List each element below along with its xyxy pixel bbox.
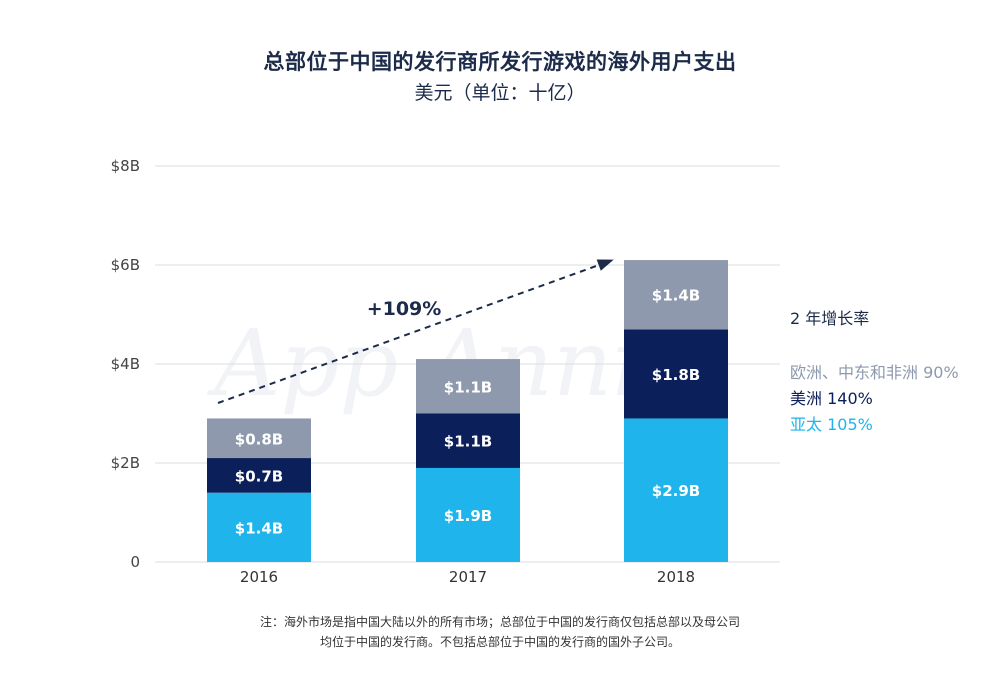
y-tick-label: $2B bbox=[111, 454, 140, 472]
legend-pct-americas: 140% bbox=[827, 389, 873, 408]
bar-segment bbox=[624, 260, 728, 330]
data-label: $0.8B bbox=[235, 430, 283, 448]
legend-label-americas: 美洲 bbox=[790, 389, 823, 408]
bar-segment bbox=[207, 418, 311, 459]
data-label: $1.8B bbox=[652, 366, 700, 384]
bar-segment bbox=[416, 413, 520, 468]
data-label: $1.1B bbox=[444, 378, 492, 396]
legend-pct-emea: 90% bbox=[923, 363, 959, 382]
bar-segment bbox=[416, 467, 520, 562]
data-label: $1.4B bbox=[652, 287, 700, 305]
x-tick-label: 2018 bbox=[657, 568, 695, 586]
growth-arrow-head bbox=[596, 259, 614, 271]
x-tick-label: 2017 bbox=[449, 568, 487, 586]
chart-subtitle: 美元（单位：十亿） bbox=[414, 82, 586, 104]
legend-label-apac: 亚太 bbox=[790, 415, 823, 434]
data-label: $2.9B bbox=[652, 482, 700, 500]
y-tick-label: 0 bbox=[130, 553, 140, 571]
legend-heading: 2 年增长率 bbox=[790, 309, 870, 328]
data-label: $0.7B bbox=[235, 467, 283, 485]
bar-segment bbox=[624, 329, 728, 419]
data-label: $1.9B bbox=[444, 507, 492, 525]
legend-item-apac: 亚太 105% bbox=[790, 411, 873, 435]
chart-title: 总部位于中国的发行商所发行游戏的海外用户支出 bbox=[263, 50, 737, 74]
legend-item-emea: 欧洲、中东和非洲 90% bbox=[790, 359, 959, 383]
y-tick-label: $6B bbox=[111, 256, 140, 274]
y-tick-label: $8B bbox=[111, 157, 140, 175]
legend-pct-apac: 105% bbox=[827, 415, 873, 434]
growth-label: +109% bbox=[367, 298, 442, 320]
bar-segment bbox=[207, 458, 311, 493]
legend-item-americas: 美洲 140% bbox=[790, 385, 873, 409]
y-tick-label: $4B bbox=[111, 355, 140, 373]
growth-arrow-line bbox=[217, 260, 611, 404]
x-tick-label: 2016 bbox=[240, 568, 278, 586]
data-label: $1.4B bbox=[235, 519, 283, 537]
footnote-line-1: 注：海外市场是指中国大陆以外的所有市场；总部位于中国的发行商仅包括总部以及母公司 bbox=[259, 615, 740, 629]
bar-segment bbox=[624, 418, 728, 562]
bar-segment bbox=[416, 359, 520, 414]
legend-label-emea: 欧洲、中东和非洲 bbox=[790, 363, 919, 382]
bar-segment bbox=[207, 492, 311, 562]
footnote-line-2: 均位于中国的发行商。不包括总部位于中国的发行商的国外子公司。 bbox=[319, 635, 680, 649]
data-label: $1.1B bbox=[444, 433, 492, 451]
